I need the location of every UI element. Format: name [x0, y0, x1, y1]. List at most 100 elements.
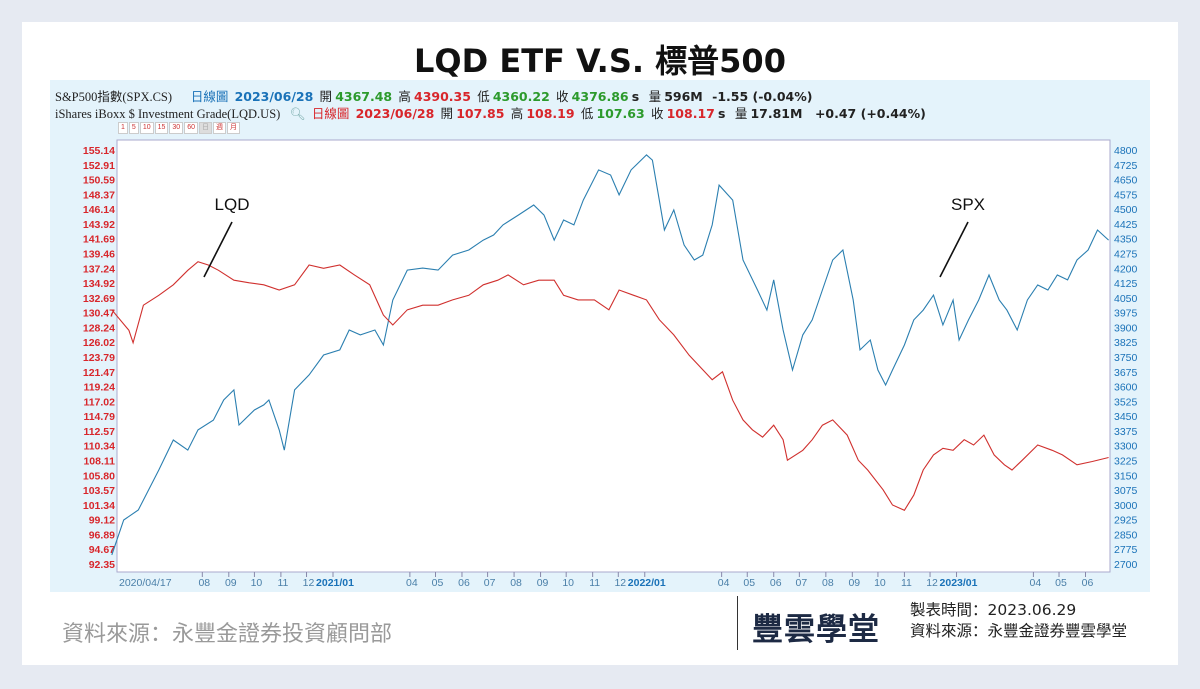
period-buttons: 1 5 10 15 30 60 日 週 月	[118, 122, 240, 134]
right-axis-tick-label: 4575	[1114, 189, 1138, 201]
right-axis-tick-label: 3150	[1114, 470, 1138, 482]
left-axis-tick-label: 141.69	[83, 234, 115, 246]
footer-divider	[737, 596, 738, 650]
spx-close: 4376.86	[571, 89, 629, 104]
spx-quote-line: S&P500指數(SPX.CS) 日線圖 2023/06/28 開 4367.4…	[55, 86, 813, 105]
x-tick-label: 04	[1030, 577, 1042, 589]
x-tick-label: 07	[484, 577, 496, 589]
lqd-name: iShares iBoxx $ Investment Grade(LQD.US)	[55, 107, 281, 121]
x-tick-label: 12	[926, 577, 938, 589]
right-axis-tick-label: 4125	[1114, 278, 1138, 290]
right-axis-tick-label: 4050	[1114, 293, 1138, 305]
right-axis-tick-label: 4200	[1114, 263, 1138, 275]
left-axis-tick-label: 132.69	[83, 293, 115, 305]
annotation-label: SPX	[951, 195, 985, 214]
right-axis-tick-label: 3600	[1114, 382, 1138, 394]
spx-change: -1.55 (-0.04%)	[712, 89, 813, 104]
x-tick-label: 11	[901, 577, 912, 589]
x-tick-label: 05	[1055, 577, 1067, 589]
lqd-quote-line: iShares iBoxx $ Investment Grade(LQD.US)…	[55, 103, 926, 122]
annotation-label: LQD	[215, 195, 250, 214]
right-axis-tick-label: 3225	[1114, 456, 1138, 468]
right-axis-tick-label: 4275	[1114, 249, 1138, 261]
x-tick-label: 2023/01	[940, 577, 978, 589]
left-axis-tick-label: 123.79	[83, 352, 115, 364]
spx-open: 4367.48	[335, 89, 393, 104]
x-tick-label: 08	[198, 577, 210, 589]
right-axis-tick-label: 3525	[1114, 396, 1138, 408]
left-axis-tick-label: 121.47	[83, 367, 115, 379]
right-axis-tick-label: 3450	[1114, 411, 1138, 423]
right-axis-tick-label: 3900	[1114, 322, 1138, 334]
right-axis-tick-label: 2775	[1114, 544, 1138, 556]
left-axis-tick-label: 152.91	[83, 160, 115, 172]
lqd-close: 108.17	[666, 106, 715, 121]
label: 量	[648, 90, 662, 104]
period-button[interactable]: 60	[184, 122, 198, 134]
period-button[interactable]: 1	[118, 122, 128, 134]
x-tick-label: 10	[251, 577, 263, 589]
x-tick-label: 08	[822, 577, 834, 589]
period-button[interactable]: 日	[199, 122, 212, 134]
x-tick-label: 10	[562, 577, 574, 589]
left-axis-tick-label: 155.14	[83, 145, 115, 157]
right-axis-tick-label: 3375	[1114, 426, 1138, 438]
period-button[interactable]: 5	[128, 122, 139, 134]
spx-chart-type[interactable]: 日線圖	[190, 90, 229, 104]
x-tick-label: 09	[225, 577, 237, 589]
footer-right: 製表時間：2023.06.29 資料來源：永豐金證券豐雲學堂	[910, 600, 1127, 642]
spx-volume: 596M	[664, 89, 703, 104]
page-title: LQD ETF V.S. 標普500	[414, 42, 786, 80]
series-line-lqd	[111, 261, 1109, 511]
x-tick-label: 09	[848, 577, 860, 589]
right-axis-tick-label: 3825	[1114, 337, 1138, 349]
left-axis-tick-label: 94.67	[89, 544, 115, 556]
left-axis-tick-label: 143.92	[83, 219, 115, 231]
right-axis-tick-label: 4800	[1114, 145, 1138, 157]
period-button[interactable]: 週	[213, 122, 226, 134]
left-axis-tick-label: 134.92	[83, 278, 115, 290]
right-axis-tick-label: 3300	[1114, 441, 1138, 453]
period-button[interactable]: 月	[227, 122, 240, 134]
right-axis-tick-label: 3750	[1114, 352, 1138, 364]
spx-name: S&P500指數(SPX.CS)	[55, 90, 173, 104]
right-axis-tick-label: 3675	[1114, 367, 1138, 379]
left-axis-tick-label: 117.02	[83, 396, 115, 408]
lqd-volume: 17.81M	[750, 106, 803, 121]
x-tick-label: 12	[303, 577, 315, 589]
lqd-change: +0.47 (+0.44%)	[814, 106, 926, 121]
x-tick-label: 10	[874, 577, 886, 589]
footer-source-left: 資料來源：永豐金證券投資顧問部	[62, 622, 393, 647]
x-tick-label: 06	[770, 577, 782, 589]
logo: 豐雲學堂	[752, 612, 880, 648]
right-axis-tick-label: 3075	[1114, 485, 1138, 497]
right-axis-tick-label: 2700	[1114, 559, 1138, 571]
label: 收	[556, 90, 569, 104]
x-tick-label: 12	[614, 577, 626, 589]
left-axis-tick-label: 148.37	[83, 189, 115, 201]
spx-high: 4390.35	[414, 89, 471, 104]
left-axis-tick-label: 110.34	[83, 441, 115, 453]
period-button[interactable]: 15	[154, 122, 169, 134]
right-axis-tick-label: 4725	[1114, 160, 1138, 172]
period-button[interactable]: 30	[169, 122, 184, 134]
left-axis-tick-label: 112.57	[83, 426, 115, 438]
lqd-date: 2023/06/28	[355, 106, 435, 121]
lqd-chart-type[interactable]: 日線圖	[311, 107, 350, 121]
left-axis-tick-label: 139.46	[83, 249, 115, 261]
period-button[interactable]: 10	[139, 122, 154, 134]
left-axis-tick-label: 92.35	[89, 559, 115, 571]
lqd-low: 107.63	[596, 106, 645, 121]
x-tick-label: 06	[458, 577, 470, 589]
label: 量	[734, 107, 748, 121]
label: 收	[650, 107, 664, 121]
right-axis-tick-label: 4350	[1114, 234, 1138, 246]
left-axis-tick-label: 128.24	[83, 322, 115, 334]
left-axis-tick-label: 108.11	[83, 456, 115, 468]
x-tick-label: 11	[589, 577, 600, 589]
x-tick-label: 2021/01	[316, 577, 354, 589]
right-axis-tick-label: 4500	[1114, 204, 1138, 216]
left-axis-tick-label: 96.89	[89, 529, 115, 541]
magnifier-icon[interactable]: 🔍︎	[289, 107, 306, 121]
left-axis-tick-label: 105.80	[83, 470, 115, 482]
